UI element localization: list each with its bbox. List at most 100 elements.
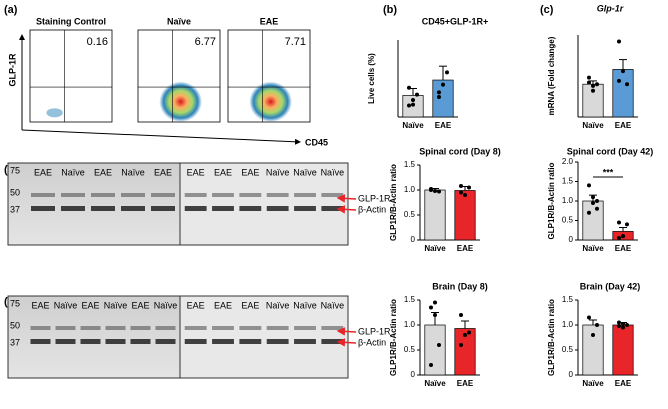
data-point (617, 236, 621, 241)
panel-label: (c) (540, 4, 554, 16)
data-point (467, 330, 471, 335)
data-point (429, 305, 433, 310)
y-axis-label: GLP1R/B-Actin ratio (389, 299, 398, 376)
band (321, 326, 344, 330)
flow-y-label: GLP-1R (7, 53, 17, 87)
data-point (441, 82, 445, 87)
data-point (617, 320, 621, 325)
band (105, 326, 126, 330)
bar (582, 324, 604, 376)
y-tick-label: 1.5 (562, 295, 574, 304)
band (266, 339, 289, 344)
marker-label: 37 (10, 204, 20, 214)
flow-title: Staining Control (36, 16, 106, 26)
band (321, 339, 344, 344)
x-tick-label: EAE (457, 379, 474, 388)
lane-label: Naïve (266, 300, 290, 310)
lane-label: Naïve (293, 300, 317, 310)
band-arrow (336, 194, 357, 203)
data-point (437, 90, 441, 95)
lane-label: Naïve (61, 167, 85, 177)
bar (582, 200, 604, 241)
lane-label: EAE (214, 300, 232, 310)
chart-title: Glp-1r (597, 3, 624, 13)
data-point (617, 220, 621, 225)
band (105, 339, 126, 344)
data-point (445, 70, 449, 75)
data-point (459, 343, 463, 347)
band (184, 326, 207, 330)
x-tick-label: EAE (615, 244, 632, 253)
blot (7, 162, 181, 246)
x-tick-label: Naïve (582, 121, 604, 130)
data-point (407, 85, 411, 90)
marker-label: 75 (10, 165, 20, 175)
band (294, 339, 316, 344)
band (239, 193, 262, 197)
lane-label: Naïve (266, 167, 290, 177)
chart-title: CD45+GLP-1R+ (422, 16, 489, 26)
data-point (433, 313, 437, 317)
data-point (621, 325, 625, 330)
band (184, 339, 207, 344)
band (239, 326, 262, 330)
data-point (595, 323, 599, 327)
data-point (429, 188, 433, 192)
y-axis-label: GLP1R/B-Actin ratio (547, 162, 556, 239)
lane-label: EAE (187, 167, 205, 177)
chart-title: Brain (Day 42) (580, 281, 641, 291)
x-tick-label: Naïve (582, 379, 604, 388)
data-point (591, 83, 595, 88)
y-tick-label: 0 (411, 235, 416, 244)
data-point (437, 94, 441, 99)
data-point (595, 206, 599, 211)
chart-title: Spinal cord (Day 8) (419, 146, 501, 156)
data-point (587, 315, 591, 320)
flow-title: Naïve (167, 16, 191, 26)
bar (424, 189, 446, 241)
band (31, 193, 55, 197)
data-point (463, 193, 467, 197)
band (55, 326, 76, 330)
flow-population (249, 81, 292, 122)
lane-label: Naïve (104, 300, 128, 310)
flow-title: EAE (260, 16, 279, 26)
bar (612, 324, 634, 376)
band (61, 206, 85, 211)
x-tick-label: EAE (615, 121, 632, 130)
data-point (625, 82, 629, 87)
band (294, 193, 316, 197)
x-tick-label: Naïve (424, 379, 446, 388)
significance-label: *** (603, 167, 614, 177)
y-tick-label: 0.5 (404, 210, 416, 219)
data-point (591, 333, 595, 337)
band (321, 206, 344, 211)
band (184, 206, 207, 211)
data-point (587, 183, 591, 188)
data-point (587, 80, 591, 85)
lane-label: Naïve (154, 300, 178, 310)
y-tick-label: 0.5 (404, 345, 416, 354)
band-arrow (336, 327, 357, 336)
data-point (625, 323, 629, 327)
data-point (437, 343, 441, 347)
data-point (467, 185, 471, 190)
data-point (433, 189, 437, 193)
data-point (587, 75, 591, 80)
lane-label: Naïve (54, 300, 78, 310)
y-tick-label: 1.5 (404, 295, 416, 304)
y-axis-label: mRNA (Fold change) (547, 36, 556, 115)
axis-arrow (21, 129, 301, 145)
band-label: GLP-1R (358, 193, 391, 203)
band (212, 339, 234, 344)
lane-label: EAE (131, 300, 149, 310)
data-point (459, 184, 463, 188)
chart-title: Spinal cord (Day 42) (567, 146, 654, 156)
flow-plot (29, 29, 113, 123)
band-arrow (336, 338, 357, 347)
lane-label: EAE (154, 167, 172, 177)
data-point (621, 322, 625, 326)
band (130, 339, 151, 344)
data-point (429, 363, 433, 367)
band (30, 326, 51, 330)
